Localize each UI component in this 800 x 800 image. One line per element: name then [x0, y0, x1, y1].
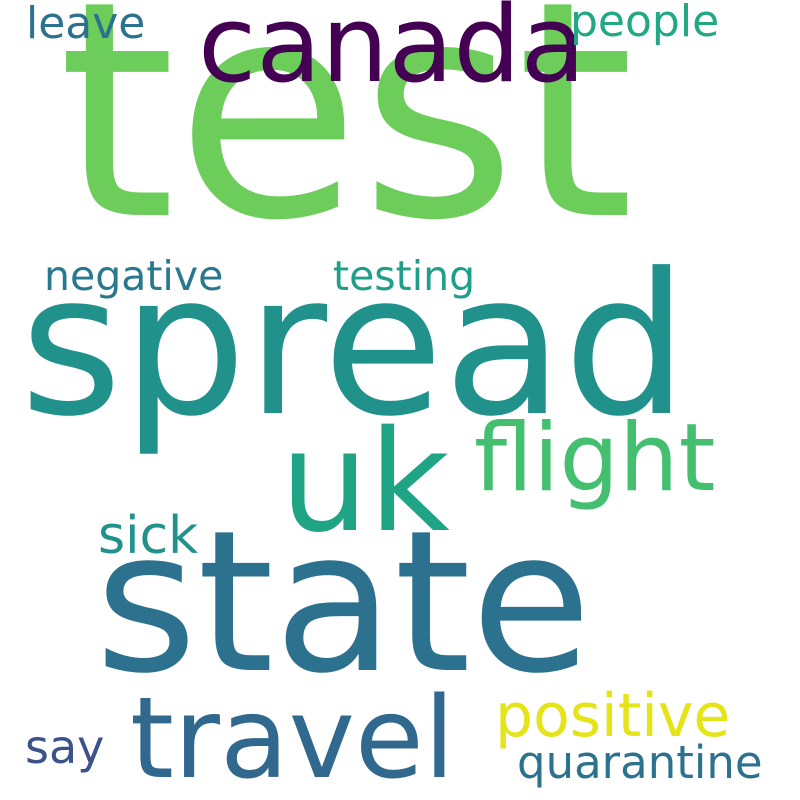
word-testing: testing [333, 252, 476, 300]
word-negative: negative [44, 252, 224, 300]
word-sick: sick [98, 506, 199, 566]
word-spread: spread [20, 232, 688, 460]
word-state: state [95, 489, 592, 717]
word-flight: flight [474, 404, 716, 513]
word-say: say [25, 720, 105, 774]
word-quarantine: quarantine [517, 736, 763, 789]
word-travel: travel [130, 674, 455, 800]
word-test: test [58, 0, 635, 286]
word-positive: positive [495, 681, 731, 751]
word-uk: uk [280, 401, 450, 564]
word-leave: leave [26, 0, 146, 49]
word-people: people [570, 0, 720, 47]
word-canada: canada [198, 0, 586, 106]
